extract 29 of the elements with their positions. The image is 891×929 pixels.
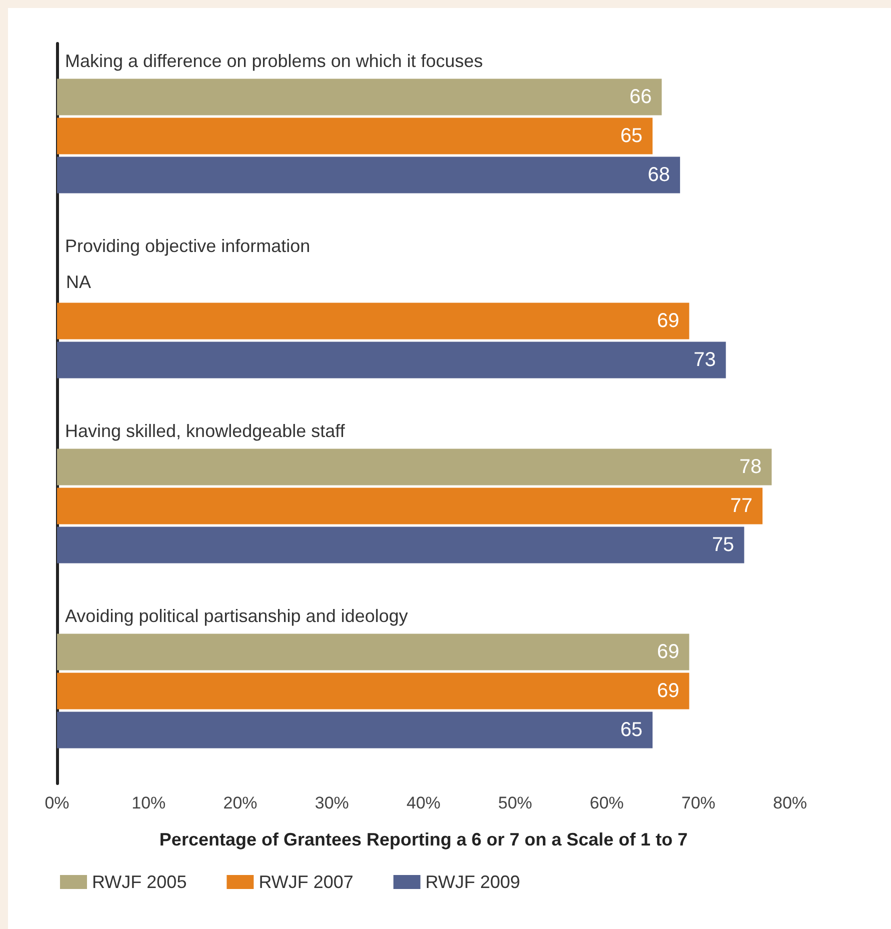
x-tick-label: 10%: [132, 794, 166, 812]
y-tick-label: Providing objective information: [65, 236, 310, 256]
data-label: 69: [656, 310, 680, 332]
data-label: 73: [694, 349, 716, 371]
data-label: 66: [629, 86, 652, 108]
legend-label: RWJF 2007: [258, 872, 354, 892]
x-tick-label: 40%: [406, 794, 441, 812]
x-tick-label: 80%: [772, 794, 808, 812]
y-tick-label: Making a difference on problems on which it focuses: [65, 51, 483, 71]
data-label: 69: [656, 641, 680, 663]
data-label: 65: [620, 125, 643, 147]
data-label: 78: [739, 456, 762, 478]
y-tick-label: Avoiding political partisanship and ideology: [65, 606, 408, 626]
data-label: 75: [712, 534, 734, 556]
legend-label: RWJF 2009: [425, 872, 520, 892]
x-tick-label: 0%: [44, 794, 70, 812]
x-tick-label: 70%: [681, 794, 716, 812]
x-tick-label: 60%: [590, 794, 624, 812]
x-tick-label: 20%: [223, 794, 258, 812]
y-tick-label: Having skilled, knowledgeable staff: [65, 421, 346, 441]
annotation: NA: [66, 272, 92, 292]
x-tick-label: 30%: [314, 794, 349, 812]
x-tick-label: 50%: [498, 794, 532, 812]
x-axis-title: Percentage of Grantees Reporting a 6 or 7 on a Scale of 1 to 7: [159, 830, 688, 850]
data-label: 65: [620, 719, 643, 741]
legend-label: RWJF 2005: [92, 872, 187, 892]
data-label: 77: [730, 495, 753, 517]
data-label: 68: [648, 164, 670, 186]
data-label: 69: [656, 680, 680, 702]
